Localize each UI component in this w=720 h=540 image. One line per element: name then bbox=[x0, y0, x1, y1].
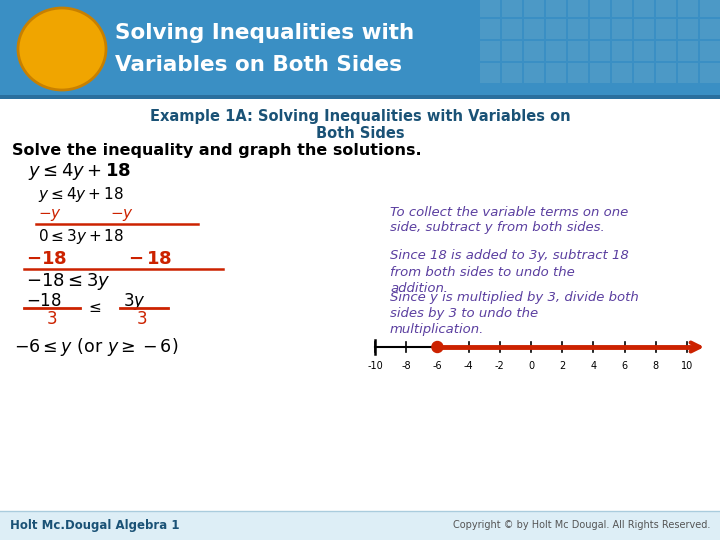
Text: 4: 4 bbox=[590, 361, 596, 371]
Text: $3$: $3$ bbox=[46, 310, 58, 328]
Text: To collect the variable terms on one: To collect the variable terms on one bbox=[390, 206, 629, 219]
Text: -6: -6 bbox=[433, 361, 442, 371]
Bar bbox=[656, 63, 676, 83]
Bar bbox=[568, 19, 588, 39]
Text: Since y is multiplied by 3, divide both: Since y is multiplied by 3, divide both bbox=[390, 291, 639, 303]
Bar bbox=[612, 19, 632, 39]
Bar bbox=[524, 63, 544, 83]
Bar bbox=[634, 41, 654, 61]
Text: addition.: addition. bbox=[390, 281, 448, 294]
Bar bbox=[678, 41, 698, 61]
Bar bbox=[480, 41, 500, 61]
Bar bbox=[0, 511, 720, 540]
Bar bbox=[546, 0, 566, 17]
Text: -8: -8 bbox=[401, 361, 411, 371]
Text: Solve the inequality and graph the solutions.: Solve the inequality and graph the solut… bbox=[12, 144, 422, 159]
Bar bbox=[502, 63, 522, 83]
Text: $-6 \leq \mathit{y}\ \mathrm{(or}\ \mathit{y} \geq -6\mathrm{)}$: $-6 \leq \mathit{y}\ \mathrm{(or}\ \math… bbox=[14, 336, 179, 358]
Bar bbox=[568, 41, 588, 61]
Bar bbox=[612, 41, 632, 61]
Bar bbox=[700, 41, 720, 61]
Text: -4: -4 bbox=[464, 361, 474, 371]
Text: -2: -2 bbox=[495, 361, 505, 371]
Bar bbox=[656, 19, 676, 39]
Text: $\leq$: $\leq$ bbox=[86, 300, 102, 314]
Bar bbox=[590, 63, 610, 83]
Text: $3$: $3$ bbox=[136, 310, 148, 328]
Bar bbox=[634, 0, 654, 17]
Text: $\mathit{3y}$: $\mathit{3y}$ bbox=[123, 291, 145, 312]
Text: side, subtract y from both sides.: side, subtract y from both sides. bbox=[390, 221, 605, 234]
Text: sides by 3 to undo the: sides by 3 to undo the bbox=[390, 307, 538, 320]
Bar bbox=[502, 41, 522, 61]
Text: $-18$: $-18$ bbox=[26, 292, 62, 310]
Bar bbox=[546, 63, 566, 83]
Bar bbox=[480, 19, 500, 39]
Text: 0: 0 bbox=[528, 361, 534, 371]
Bar bbox=[700, 63, 720, 83]
Text: Copyright © by Holt Mc Dougal. All Rights Reserved.: Copyright © by Holt Mc Dougal. All Right… bbox=[453, 521, 710, 530]
Bar bbox=[678, 19, 698, 39]
Text: 8: 8 bbox=[653, 361, 659, 371]
Text: $\mathit{y} \leq \mathit{4y} + 18$: $\mathit{y} \leq \mathit{4y} + 18$ bbox=[38, 186, 124, 205]
Text: Holt Mc.Dougal Algebra 1: Holt Mc.Dougal Algebra 1 bbox=[10, 519, 179, 532]
Text: Variables on Both Sides: Variables on Both Sides bbox=[115, 55, 402, 75]
Bar bbox=[590, 0, 610, 17]
Ellipse shape bbox=[18, 8, 106, 90]
Text: $\mathit{-y}$: $\mathit{-y}$ bbox=[38, 207, 62, 223]
Text: $\mathbf{-18}$: $\mathbf{-18}$ bbox=[26, 250, 67, 268]
Bar bbox=[656, 41, 676, 61]
Text: multiplication.: multiplication. bbox=[390, 322, 485, 335]
Text: $\mathbf{\it{y}} \leq \mathbf{\it{4y}} + \mathbf{18}$: $\mathbf{\it{y}} \leq \mathbf{\it{4y}} +… bbox=[28, 160, 132, 181]
Text: $\mathit{-y}$: $\mathit{-y}$ bbox=[110, 207, 134, 223]
Text: 2: 2 bbox=[559, 361, 565, 371]
Bar bbox=[480, 0, 500, 17]
Bar bbox=[612, 63, 632, 83]
Bar bbox=[634, 19, 654, 39]
Bar bbox=[590, 41, 610, 61]
Bar bbox=[0, 95, 720, 99]
Bar bbox=[480, 63, 500, 83]
Text: $-18 \leq \mathit{3y}$: $-18 \leq \mathit{3y}$ bbox=[26, 271, 110, 292]
Text: 6: 6 bbox=[621, 361, 628, 371]
Bar bbox=[0, 0, 720, 99]
Bar bbox=[524, 0, 544, 17]
Text: $0 \leq \mathit{3y} + 18$: $0 \leq \mathit{3y} + 18$ bbox=[38, 227, 124, 246]
Bar bbox=[700, 0, 720, 17]
Text: Both Sides: Both Sides bbox=[315, 125, 405, 140]
Text: Solving Inequalities with: Solving Inequalities with bbox=[115, 23, 414, 43]
Bar bbox=[634, 63, 654, 83]
Circle shape bbox=[432, 341, 443, 353]
Text: from both sides to undo the: from both sides to undo the bbox=[390, 266, 575, 279]
Bar bbox=[524, 41, 544, 61]
Text: $\mathbf{-\,18}$: $\mathbf{-\,18}$ bbox=[128, 250, 172, 268]
Bar bbox=[568, 0, 588, 17]
Bar bbox=[568, 63, 588, 83]
Bar bbox=[524, 19, 544, 39]
Bar bbox=[590, 19, 610, 39]
Text: -10: -10 bbox=[367, 361, 383, 371]
Text: Since 18 is added to 3y, subtract 18: Since 18 is added to 3y, subtract 18 bbox=[390, 249, 629, 262]
Bar bbox=[678, 63, 698, 83]
Text: Example 1A: Solving Inequalities with Variables on: Example 1A: Solving Inequalities with Va… bbox=[150, 110, 570, 125]
Bar bbox=[502, 19, 522, 39]
Bar bbox=[700, 19, 720, 39]
Bar bbox=[678, 0, 698, 17]
Bar bbox=[656, 0, 676, 17]
Bar bbox=[546, 41, 566, 61]
Bar bbox=[546, 19, 566, 39]
Text: 10: 10 bbox=[681, 361, 693, 371]
Bar bbox=[502, 0, 522, 17]
Bar bbox=[612, 0, 632, 17]
